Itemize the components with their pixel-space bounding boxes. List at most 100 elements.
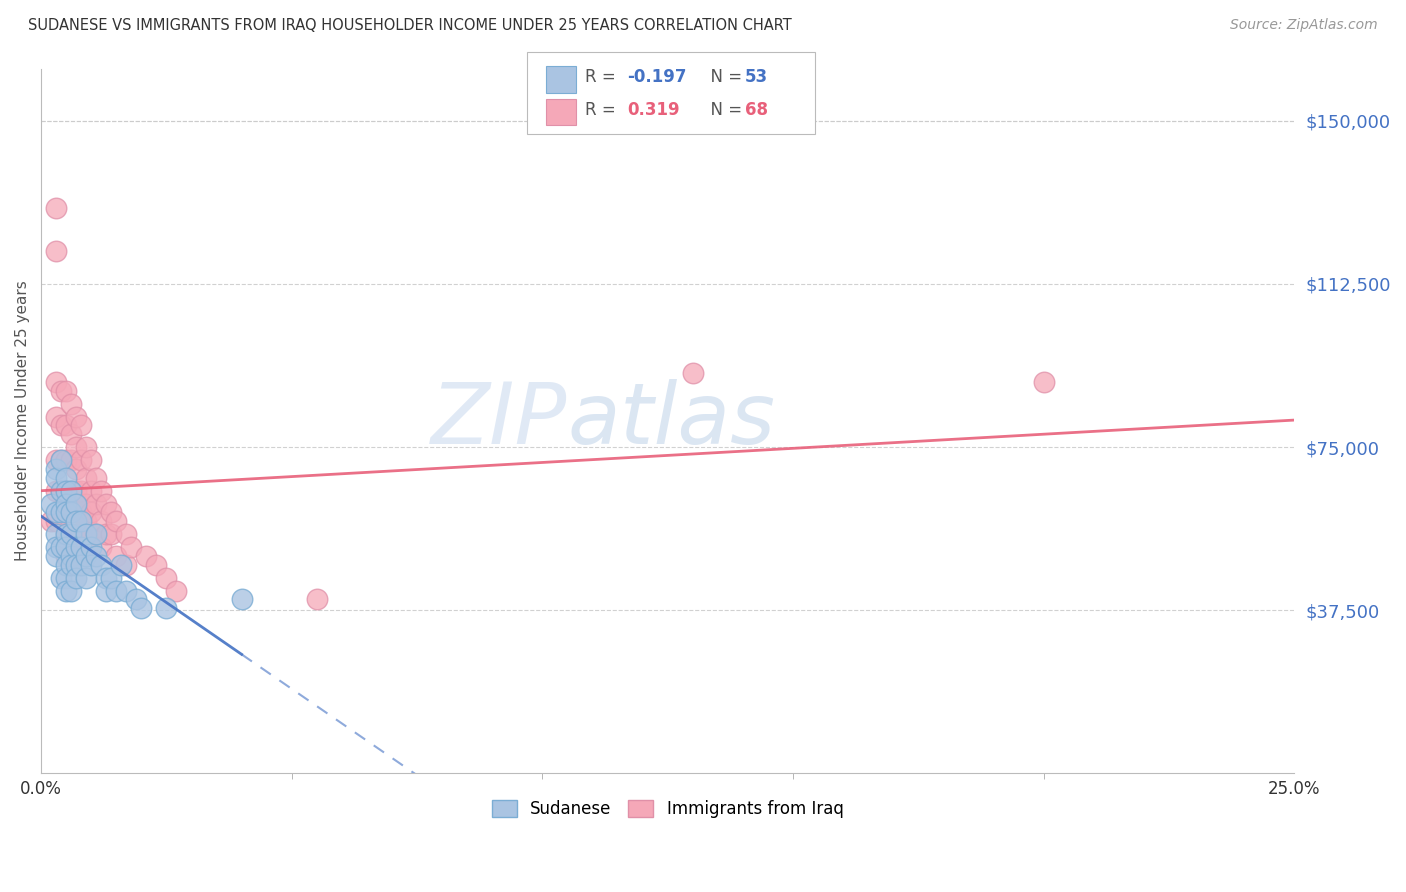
Point [60, 453, 83, 467]
Point [65, 527, 87, 541]
Point [120, 540, 142, 554]
Point [55, 549, 77, 563]
Point [55, 571, 77, 585]
Point [90, 483, 112, 498]
Text: Source: ZipAtlas.com: Source: ZipAtlas.com [1230, 18, 1378, 32]
Point [65, 540, 87, 554]
Point [45, 483, 67, 498]
Point [55, 527, 77, 541]
Point [45, 505, 67, 519]
Point [65, 514, 87, 528]
Point [45, 375, 67, 389]
Point [45, 201, 67, 215]
Point [155, 601, 177, 615]
Point [55, 483, 77, 498]
Point [60, 527, 83, 541]
Point [100, 571, 122, 585]
Point [55, 527, 77, 541]
Point [55, 497, 77, 511]
Point [65, 497, 87, 511]
Point [55, 470, 77, 484]
Point [45, 409, 67, 424]
Point [75, 527, 97, 541]
Point [65, 409, 87, 424]
Point [60, 505, 83, 519]
Text: 68: 68 [745, 102, 768, 120]
Point [96, 497, 118, 511]
Point [96, 583, 118, 598]
Point [55, 505, 77, 519]
Point [1032, 375, 1054, 389]
Point [51, 453, 73, 467]
Point [45, 514, 67, 528]
Point [105, 583, 128, 598]
Text: R =: R = [585, 69, 621, 87]
Text: SUDANESE VS IMMIGRANTS FROM IRAQ HOUSEHOLDER INCOME UNDER 25 YEARS CORRELATION C: SUDANESE VS IMMIGRANTS FROM IRAQ HOUSEHO… [28, 18, 792, 33]
Text: R =: R = [585, 102, 626, 120]
Point [84, 497, 107, 511]
Point [45, 462, 67, 476]
Point [231, 592, 253, 607]
Point [39, 497, 62, 511]
Point [80, 505, 103, 519]
Point [70, 453, 93, 467]
Point [80, 527, 103, 541]
Point [55, 558, 77, 572]
Point [115, 558, 138, 572]
Point [90, 540, 112, 554]
Point [70, 418, 93, 433]
Point [105, 514, 128, 528]
Point [60, 483, 83, 498]
Point [84, 470, 107, 484]
Point [39, 514, 62, 528]
Point [84, 527, 107, 541]
Point [45, 549, 67, 563]
Point [51, 453, 73, 467]
Point [55, 453, 77, 467]
Point [51, 540, 73, 554]
Point [65, 571, 87, 585]
Point [55, 540, 77, 554]
Point [75, 514, 97, 528]
Point [65, 483, 87, 498]
Point [682, 366, 704, 380]
Point [51, 384, 73, 398]
Point [60, 583, 83, 598]
Point [45, 244, 67, 259]
Text: -0.197: -0.197 [627, 69, 686, 87]
Point [75, 549, 97, 563]
Point [60, 505, 83, 519]
Point [70, 527, 93, 541]
Point [70, 483, 93, 498]
Point [60, 396, 83, 410]
Point [145, 558, 167, 572]
Point [90, 558, 112, 572]
Point [166, 583, 188, 598]
Text: 0.319: 0.319 [627, 102, 679, 120]
Point [80, 540, 103, 554]
Point [70, 549, 93, 563]
Point [115, 583, 138, 598]
Point [105, 549, 128, 563]
Point [51, 571, 73, 585]
Point [45, 453, 67, 467]
Point [75, 440, 97, 454]
Point [75, 497, 97, 511]
Point [80, 483, 103, 498]
Point [131, 601, 153, 615]
Point [55, 384, 77, 398]
Point [51, 483, 73, 498]
Point [125, 592, 148, 607]
Point [100, 505, 122, 519]
Point [45, 470, 67, 484]
Point [55, 583, 77, 598]
Point [110, 558, 132, 572]
Point [60, 427, 83, 442]
Point [65, 558, 87, 572]
Point [51, 418, 73, 433]
Point [115, 527, 138, 541]
Point [96, 571, 118, 585]
Point [60, 549, 83, 563]
Point [80, 453, 103, 467]
Point [60, 527, 83, 541]
